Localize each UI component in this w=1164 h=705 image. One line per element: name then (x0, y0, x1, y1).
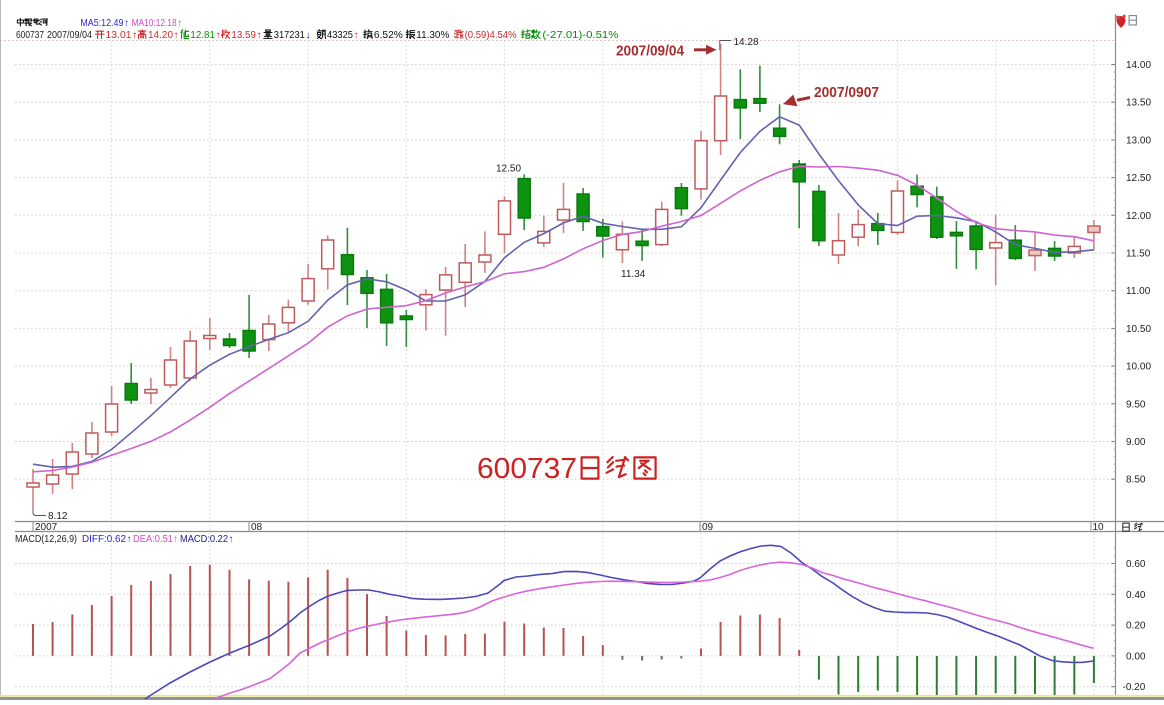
svg-text:↑: ↑ (229, 534, 234, 545)
svg-text:600737: 600737 (16, 30, 44, 41)
svg-text:↓: ↓ (305, 30, 311, 41)
svg-text:13.59: 13.59 (231, 30, 256, 41)
svg-text:2007/09/04: 2007/09/04 (616, 44, 684, 60)
svg-text:↑: ↑ (132, 30, 138, 41)
svg-text:↑: ↑ (173, 534, 178, 545)
svg-text:DIFF:0.62: DIFF:0.62 (82, 534, 126, 545)
svg-text:11.00: 11.00 (1126, 286, 1151, 297)
svg-text:MACD:0.22: MACD:0.22 (180, 534, 228, 545)
svg-text:↑: ↑ (256, 30, 262, 41)
svg-text:13.00: 13.00 (1126, 135, 1151, 146)
svg-text:14.20: 14.20 (148, 30, 173, 41)
svg-text:2007: 2007 (35, 522, 58, 533)
svg-text:12.00: 12.00 (1126, 211, 1151, 222)
svg-text:14.28: 14.28 (734, 37, 759, 48)
svg-text:12.81: 12.81 (190, 30, 215, 41)
svg-text:(0.59)4.54%: (0.59)4.54% (465, 30, 517, 41)
svg-text:09: 09 (702, 522, 714, 533)
svg-text:MACD(12,26,9): MACD(12,26,9) (15, 534, 77, 545)
svg-text:11.30%: 11.30% (416, 30, 449, 41)
svg-text:13.50: 13.50 (1126, 98, 1151, 109)
svg-text:8.50: 8.50 (1126, 475, 1146, 486)
svg-text:600737: 600737 (477, 453, 577, 485)
svg-text:13.01: 13.01 (106, 30, 132, 41)
svg-text:10.50: 10.50 (1126, 324, 1151, 335)
svg-text:10: 10 (1093, 522, 1105, 533)
svg-text:DEA:0.51: DEA:0.51 (133, 534, 173, 545)
svg-text:↑: ↑ (177, 18, 182, 29)
svg-text:2007/0907: 2007/0907 (814, 85, 879, 101)
svg-text:43325: 43325 (327, 30, 353, 41)
svg-text:0.00: 0.00 (1126, 651, 1146, 662)
svg-text:MA5:12.49: MA5:12.49 (80, 18, 123, 29)
svg-text:11.50: 11.50 (1126, 249, 1151, 260)
svg-text:9.50: 9.50 (1126, 399, 1146, 410)
svg-text:2007/09/04: 2007/09/04 (47, 30, 92, 41)
svg-text:↑: ↑ (353, 30, 359, 41)
svg-text:12.50: 12.50 (1126, 173, 1151, 184)
svg-text:14.00: 14.00 (1126, 60, 1151, 71)
svg-text:↑: ↑ (173, 30, 179, 41)
svg-text:8.12: 8.12 (48, 511, 68, 522)
svg-text:MA10:12.18: MA10:12.18 (132, 18, 177, 29)
svg-text:12.50: 12.50 (496, 164, 521, 175)
svg-text:317231: 317231 (274, 30, 305, 41)
svg-text:(-27.01)-0.51%: (-27.01)-0.51% (542, 30, 618, 41)
svg-text:↑: ↑ (215, 30, 221, 41)
svg-text:08: 08 (251, 522, 263, 533)
svg-text:↑: ↑ (124, 18, 129, 29)
svg-text:0.40: 0.40 (1126, 590, 1146, 601)
svg-text:-0.20: -0.20 (1123, 682, 1146, 693)
svg-text:9.00: 9.00 (1126, 437, 1146, 448)
svg-text:↑: ↑ (127, 534, 132, 545)
svg-text:0.60: 0.60 (1126, 559, 1146, 570)
svg-text:6.52%: 6.52% (374, 30, 403, 41)
svg-text:0.20: 0.20 (1126, 621, 1146, 632)
svg-text:10.00: 10.00 (1126, 362, 1151, 373)
svg-text:11.34: 11.34 (621, 269, 646, 280)
